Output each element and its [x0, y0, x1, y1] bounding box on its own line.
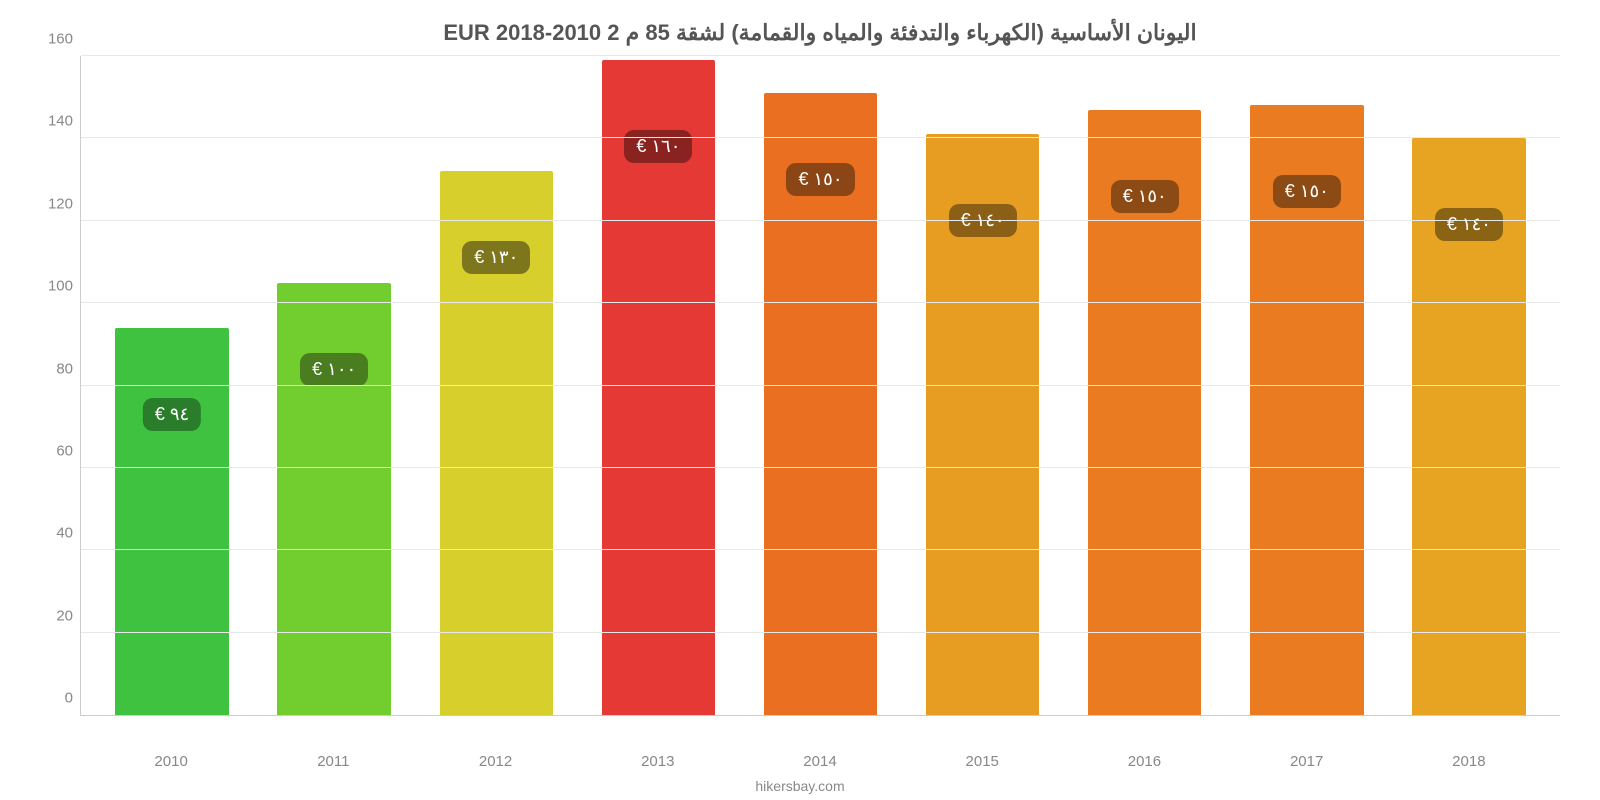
- gridline: [81, 467, 1560, 468]
- y-tick-label: 20: [56, 607, 73, 624]
- y-tick-label: 80: [56, 360, 73, 377]
- bar-slot: ١٤٠ €: [902, 56, 1064, 715]
- gridline: [81, 302, 1560, 303]
- chart-container: اليونان الأساسية (الكهرباء والتدفئة والم…: [0, 0, 1600, 800]
- bar-slot: ١٤٠ €: [1388, 56, 1550, 715]
- bars-row: ٩٤ € ١٠٠ € ١٣٠ € ١٦٠ € ١٥٠ € ١٤٠ € ١٥٠ € ١٥٠ € ١…: [81, 56, 1560, 715]
- bar-value-label: ٩٤ €: [143, 398, 201, 431]
- gridline: [81, 385, 1560, 386]
- y-tick-label: 100: [48, 278, 73, 295]
- y-tick-label: 60: [56, 442, 73, 459]
- bar-value-label: ١٦٠ €: [624, 130, 692, 163]
- bar-value-label: ١٤٠ €: [1435, 208, 1503, 241]
- y-tick-label: 160: [48, 31, 73, 48]
- bar-value-label: ١٣٠ €: [462, 241, 530, 274]
- attribution-text: hikersbay.com: [0, 778, 1600, 794]
- gridline: [81, 55, 1560, 56]
- x-tick-label: 2018: [1388, 753, 1550, 770]
- bar: ٩٤ €: [115, 328, 228, 715]
- x-tick-label: 2010: [90, 753, 252, 770]
- gridline: [81, 549, 1560, 550]
- gridline: [81, 220, 1560, 221]
- x-tick-label: 2014: [739, 753, 901, 770]
- x-tick-label: 2016: [1063, 753, 1225, 770]
- bar: ١٥٠ €: [764, 93, 877, 715]
- bar-value-label: ١٥٠ €: [786, 163, 854, 196]
- y-tick-label: 120: [48, 195, 73, 212]
- x-tick-label: 2017: [1226, 753, 1388, 770]
- x-tick-label: 2011: [252, 753, 414, 770]
- chart-title: اليونان الأساسية (الكهرباء والتدفئة والم…: [80, 20, 1560, 46]
- y-tick-label: 140: [48, 113, 73, 130]
- bar-slot: ٩٤ €: [91, 56, 253, 715]
- gridline: [81, 137, 1560, 138]
- bar-slot: ١٠٠ €: [253, 56, 415, 715]
- bar: ١٤٠ €: [926, 134, 1039, 715]
- y-tick-label: 40: [56, 525, 73, 542]
- bar-slot: ١٣٠ €: [415, 56, 577, 715]
- gridline: [81, 632, 1560, 633]
- y-tick-label: 0: [65, 690, 73, 707]
- bar-slot: ١٥٠ €: [1226, 56, 1388, 715]
- x-tick-label: 2012: [414, 753, 576, 770]
- bar-value-label: ١٥٠ €: [1273, 175, 1341, 208]
- bar: ١٥٠ €: [1088, 110, 1201, 715]
- bar: ١٠٠ €: [277, 283, 390, 715]
- bar-slot: ١٦٠ €: [577, 56, 739, 715]
- bar: ١٣٠ €: [440, 171, 553, 715]
- bar-slot: ١٥٠ €: [1064, 56, 1226, 715]
- x-tick-label: 2015: [901, 753, 1063, 770]
- bar: ١٤٠ €: [1412, 138, 1525, 715]
- x-tick-label: 2013: [577, 753, 739, 770]
- bar-value-label: ١٠٠ €: [300, 353, 368, 386]
- bar-value-label: ١٤٠ €: [949, 204, 1017, 237]
- plot-area: ٩٤ € ١٠٠ € ١٣٠ € ١٦٠ € ١٥٠ € ١٤٠ € ١٥٠ € ١٥٠ € ١…: [80, 56, 1560, 716]
- bar: ١٦٠ €: [602, 60, 715, 715]
- bar-value-label: ١٥٠ €: [1111, 180, 1179, 213]
- bar-slot: ١٥٠ €: [739, 56, 901, 715]
- bar: ١٥٠ €: [1250, 105, 1363, 715]
- x-axis-labels: 201020112012201320142015201620172018: [80, 753, 1560, 770]
